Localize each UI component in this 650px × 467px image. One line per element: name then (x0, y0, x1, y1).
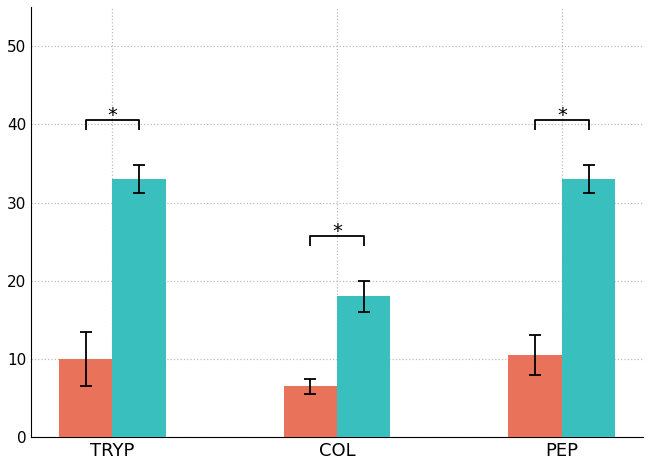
Bar (112, 179, 166, 437)
Bar (59, 359, 112, 437)
Bar (508, 355, 562, 437)
Text: *: * (557, 106, 567, 125)
Bar (337, 297, 391, 437)
Text: *: * (107, 106, 117, 125)
Bar (284, 386, 337, 437)
Text: *: * (332, 222, 342, 241)
Bar (562, 179, 616, 437)
